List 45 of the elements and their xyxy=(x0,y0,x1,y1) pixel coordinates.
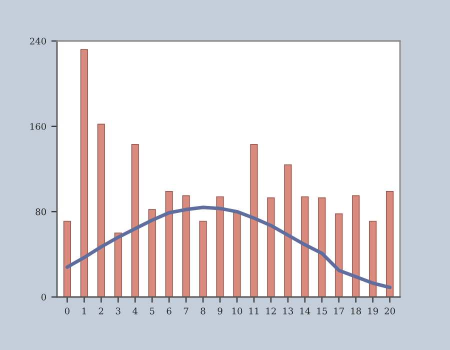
x-tick-label: 3 xyxy=(116,308,120,314)
bar xyxy=(318,197,326,297)
bar xyxy=(284,164,292,297)
x-tick-label: 6 xyxy=(166,308,172,314)
x-tick-label: 13 xyxy=(283,308,294,314)
x-tick-label: 11 xyxy=(249,308,258,314)
x-tick-label: 2 xyxy=(98,308,104,314)
bar xyxy=(216,196,224,297)
bar xyxy=(165,190,173,297)
x-tick-label: 10 xyxy=(232,308,242,314)
x-tick-label: 4 xyxy=(132,308,138,314)
bar xyxy=(131,144,139,297)
x-tick-label: 1 xyxy=(82,308,86,314)
bar xyxy=(369,220,377,297)
x-tick-label: 0 xyxy=(64,308,70,314)
x-tick-label: 12 xyxy=(266,308,276,314)
bar xyxy=(80,49,88,297)
x-tick-label: 15 xyxy=(317,308,327,314)
bar xyxy=(267,197,275,297)
bar xyxy=(250,144,258,297)
y-tick-label: 80 xyxy=(36,208,46,216)
bar xyxy=(148,209,156,297)
x-tick-label: 17 xyxy=(334,308,344,314)
bar xyxy=(199,220,207,297)
bar xyxy=(114,232,122,297)
x-tick-label: 9 xyxy=(218,308,222,314)
x-tick-label: 8 xyxy=(200,308,206,314)
x-tick-label: 14 xyxy=(300,308,310,314)
x-tick-label: 7 xyxy=(184,308,188,314)
x-tick-label: 18 xyxy=(351,308,361,314)
x-tick-label: 19 xyxy=(368,308,378,314)
bar xyxy=(97,124,105,297)
y-tick-label: 160 xyxy=(30,123,46,130)
x-tick-label: 20 xyxy=(384,308,395,314)
bar xyxy=(301,196,309,297)
bar xyxy=(335,213,343,297)
line-series xyxy=(65,206,392,290)
x-tick-label: 5 xyxy=(150,308,154,314)
bar xyxy=(352,195,360,297)
bar xyxy=(63,220,72,297)
bar xyxy=(386,190,394,297)
y-tick-label: 0 xyxy=(41,294,46,301)
y-tick-label: 240 xyxy=(30,38,46,45)
bar xyxy=(182,195,190,297)
bar xyxy=(233,212,241,297)
